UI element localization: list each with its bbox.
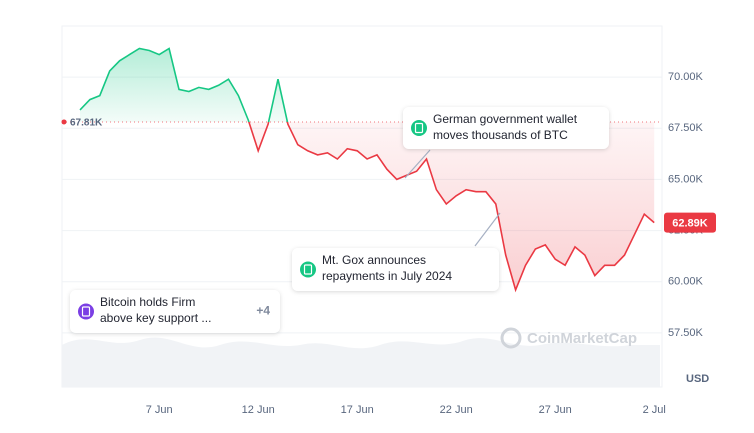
- x-tick-label: 2 Jul: [643, 404, 666, 416]
- y-tick-label: 60.00K: [668, 276, 704, 288]
- volume-area: [62, 337, 660, 387]
- area-fill: [80, 48, 655, 290]
- annotation-text: repayments in July 2024: [322, 269, 452, 283]
- annotation-connector: [404, 149, 431, 179]
- price-line: [79, 47, 655, 293]
- annotation-icon: [300, 261, 316, 278]
- x-tick-label: 12 Jun: [242, 404, 275, 416]
- annotation-connector: [474, 212, 501, 247]
- annotation-icon-glyph: [81, 306, 91, 317]
- annotation-box: [292, 248, 499, 291]
- annotation-text: Mt. Gox announces: [322, 253, 426, 267]
- current-price-label: 62.89K: [672, 217, 708, 229]
- currency-label: USD: [686, 373, 709, 385]
- x-tick-label: 7 Jun: [146, 404, 173, 416]
- watermark: CoinMarketCap: [500, 327, 637, 349]
- current-price-tag: [664, 212, 716, 233]
- watermark-text: CoinMarketCap: [527, 330, 637, 347]
- annotation-text: German government wallet: [433, 112, 578, 126]
- annotation-icon-glyph: [414, 122, 424, 134]
- annotation-box: [70, 290, 280, 333]
- annotation-icon: [411, 120, 427, 136]
- baseline-label: 67.81K: [70, 118, 103, 129]
- y-tick-label: 70.00K: [668, 71, 704, 83]
- x-tick-label: 27 Jun: [539, 404, 572, 416]
- annotation-more: +4: [256, 304, 270, 318]
- annotation-text: above key support ...: [100, 311, 211, 325]
- baseline-dot: [61, 119, 67, 125]
- x-tick-label: 22 Jun: [440, 404, 473, 416]
- y-tick-label: 67.50K: [668, 122, 704, 134]
- x-tick-label: 17 Jun: [341, 404, 374, 416]
- annotation-icon: [78, 303, 94, 320]
- annotation-text: moves thousands of BTC: [433, 128, 568, 142]
- annotation-box: [403, 107, 609, 149]
- annotation-icon-glyph: [303, 264, 313, 275]
- annotation-text: Bitcoin holds Firm: [100, 295, 195, 309]
- y-tick-label: 65.00K: [668, 173, 704, 185]
- y-tick-label: 57.50K: [668, 327, 704, 339]
